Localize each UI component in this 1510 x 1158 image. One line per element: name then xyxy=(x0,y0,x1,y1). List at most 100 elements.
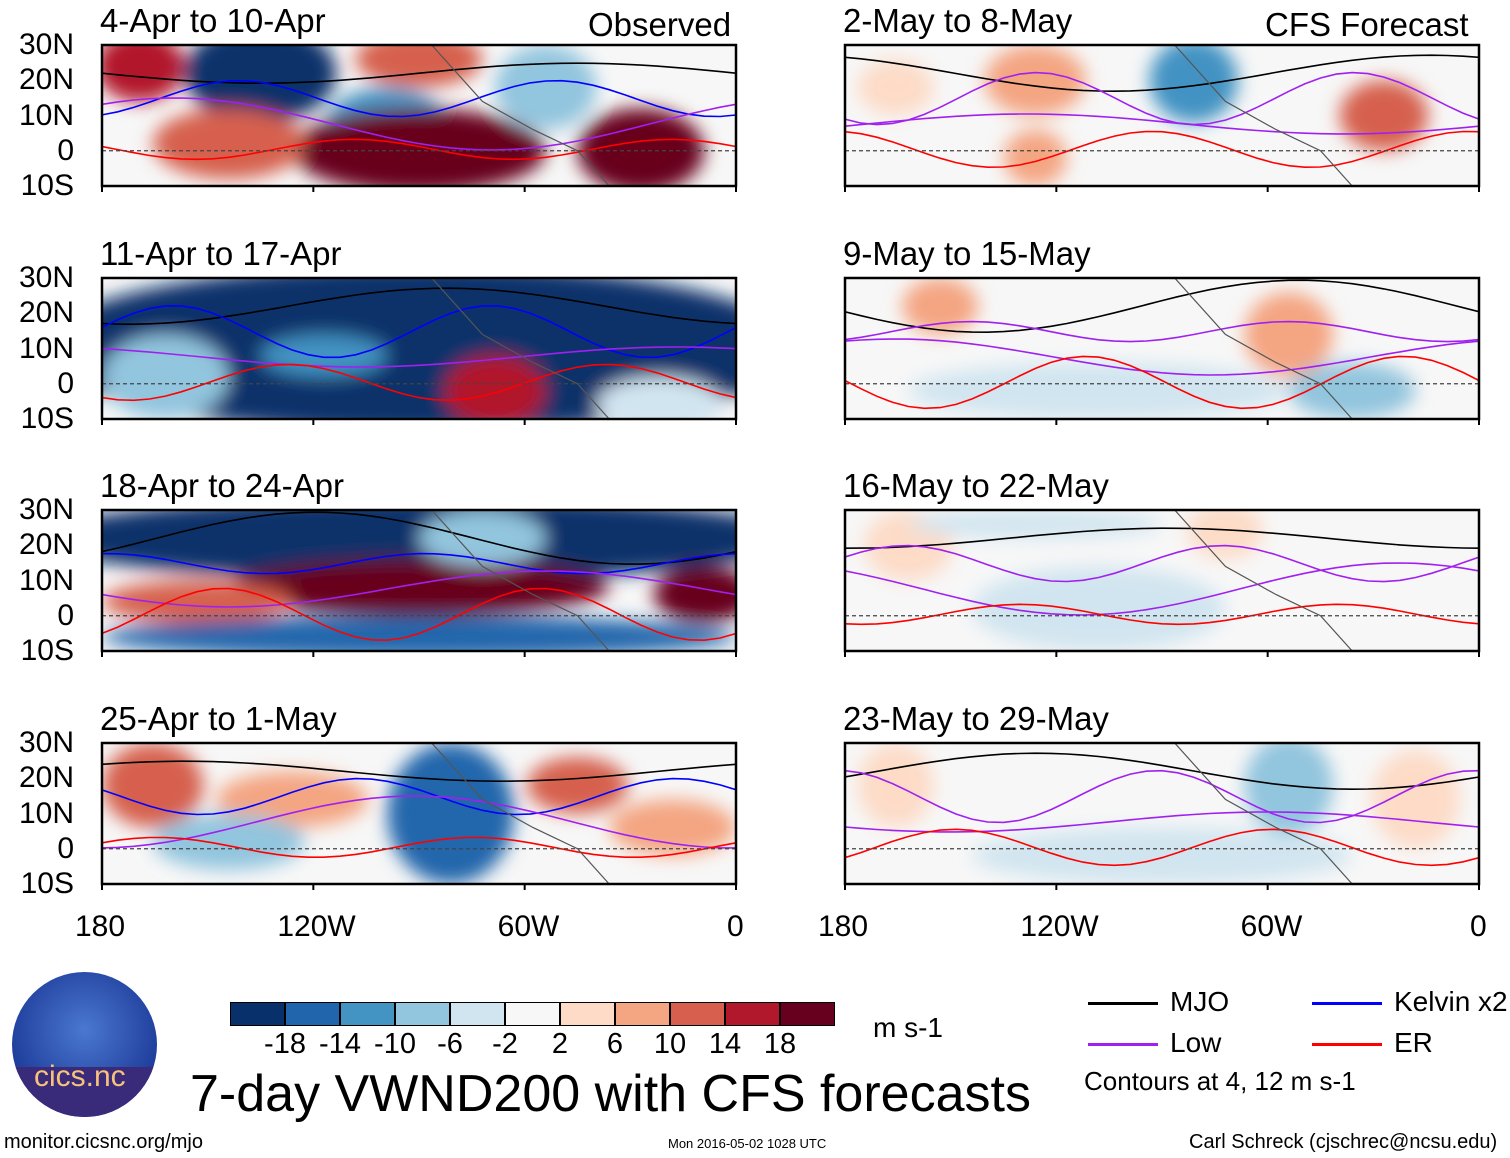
anomaly-shading xyxy=(102,580,293,623)
colorbar-swatch xyxy=(505,1002,560,1026)
colorbar-swatch xyxy=(560,1002,615,1026)
contour-line xyxy=(845,562,1479,616)
colorbar-label: 10 xyxy=(653,1028,687,1060)
contour-line xyxy=(102,511,736,565)
colorbar-label: -14 xyxy=(319,1028,361,1060)
anomaly-shading xyxy=(355,45,483,88)
lon-label: 0 xyxy=(727,910,744,943)
lat-label: 30N xyxy=(18,493,74,526)
colorbar-label: 18 xyxy=(763,1028,797,1060)
lon-label: 120W xyxy=(1020,910,1099,943)
anomaly-shading xyxy=(577,108,705,186)
panel-frame xyxy=(843,741,1481,886)
cics-logo: cics.nc xyxy=(12,972,157,1117)
panel-frame xyxy=(100,276,738,421)
anomaly-shading xyxy=(495,45,597,130)
anomaly-shading xyxy=(526,757,629,814)
lat-label: 10S xyxy=(20,169,74,202)
lon-label: 60W xyxy=(1240,910,1303,943)
lat-label: 20N xyxy=(18,296,74,330)
anomaly-shading xyxy=(596,376,724,419)
map-panel xyxy=(102,743,736,884)
panel-frame xyxy=(100,43,738,188)
map-panel xyxy=(845,45,1479,186)
footer-timestamp: Mon 2016-05-02 1028 UTC xyxy=(668,1136,827,1151)
colorbar-label: -6 xyxy=(437,1028,463,1060)
contour-line xyxy=(845,71,1479,126)
contour-line xyxy=(102,287,736,326)
legend-line xyxy=(1312,1043,1382,1046)
legend-label: ER xyxy=(1394,1027,1433,1058)
anomaly-shading xyxy=(152,108,305,179)
map-panel xyxy=(102,278,736,419)
panel-frame xyxy=(843,43,1481,188)
coastline xyxy=(431,278,610,419)
anomaly-shading xyxy=(971,566,1226,651)
lat-label: 0 xyxy=(57,366,74,400)
anomaly-shading xyxy=(1371,750,1460,849)
legend-line xyxy=(1088,1043,1158,1046)
map-panel xyxy=(102,510,736,651)
lat-label: 20N xyxy=(18,761,74,795)
anomaly-shading xyxy=(653,566,736,623)
lon-label: 60W xyxy=(497,910,560,943)
contour-line xyxy=(102,346,736,368)
contour-line xyxy=(845,828,1479,867)
contour-line xyxy=(845,769,1479,824)
contour-line xyxy=(102,62,736,85)
colorbar-swatch xyxy=(450,1002,505,1026)
coastline xyxy=(431,510,610,651)
contour-line xyxy=(845,130,1479,169)
anomaly-shading xyxy=(609,799,736,856)
coastline xyxy=(1174,45,1353,186)
panel-title: 18-Apr to 24-Apr xyxy=(100,467,344,504)
colorbar-swatch xyxy=(780,1002,835,1026)
legend-label: Kelvin x2 xyxy=(1394,986,1508,1017)
contour-line xyxy=(102,79,736,118)
anomaly-shading xyxy=(102,510,736,581)
lat-label: 20N xyxy=(18,63,74,97)
panel-frame xyxy=(100,741,738,886)
coastline xyxy=(1174,278,1353,419)
lat-label: 0 xyxy=(57,831,74,865)
panel-title: 16-May to 22-May xyxy=(843,467,1109,504)
lon-label: 180 xyxy=(818,910,869,943)
contour-line xyxy=(102,570,736,608)
colorbar-swatch xyxy=(285,1002,340,1026)
colorbar-label: -2 xyxy=(492,1028,518,1060)
map-panel xyxy=(102,45,736,186)
contour-line xyxy=(845,544,1479,583)
panel-title: 2-May to 8-May xyxy=(843,2,1073,39)
lon-label: 180 xyxy=(75,910,126,943)
panel-title: 23-May to 29-May xyxy=(843,700,1109,737)
anomaly-shading xyxy=(1149,45,1239,123)
colorbar-swatch xyxy=(670,1002,725,1026)
colorbar-label: 14 xyxy=(708,1028,742,1060)
contour-line xyxy=(845,527,1479,549)
lat-label: 10N xyxy=(18,563,74,597)
panel-frame xyxy=(100,508,738,653)
lat-label: 30N xyxy=(18,726,74,759)
contour-line xyxy=(102,795,736,849)
lat-label: 30N xyxy=(18,28,74,61)
contour-line xyxy=(845,338,1479,376)
anomaly-shading xyxy=(984,45,1086,116)
lon-label: 0 xyxy=(1470,910,1487,943)
panel-title: 4-Apr to 10-Apr xyxy=(100,2,326,39)
legend-line xyxy=(1088,1002,1158,1005)
anomaly-shading xyxy=(902,278,979,335)
contour-line xyxy=(845,54,1479,93)
panel-title: 11-Apr to 17-Apr xyxy=(100,235,342,272)
contour-line xyxy=(845,811,1479,833)
lat-label: 10S xyxy=(20,402,74,435)
contour-line xyxy=(845,355,1479,410)
contour-line xyxy=(102,777,736,816)
lat-label: 10N xyxy=(18,796,74,830)
anomaly-shading xyxy=(152,813,305,870)
contour-line xyxy=(102,305,736,359)
colorbar-label: 2 xyxy=(551,1028,569,1060)
contour-line xyxy=(102,836,736,858)
lon-label: 120W xyxy=(277,910,356,943)
anomaly-shading xyxy=(216,771,369,828)
